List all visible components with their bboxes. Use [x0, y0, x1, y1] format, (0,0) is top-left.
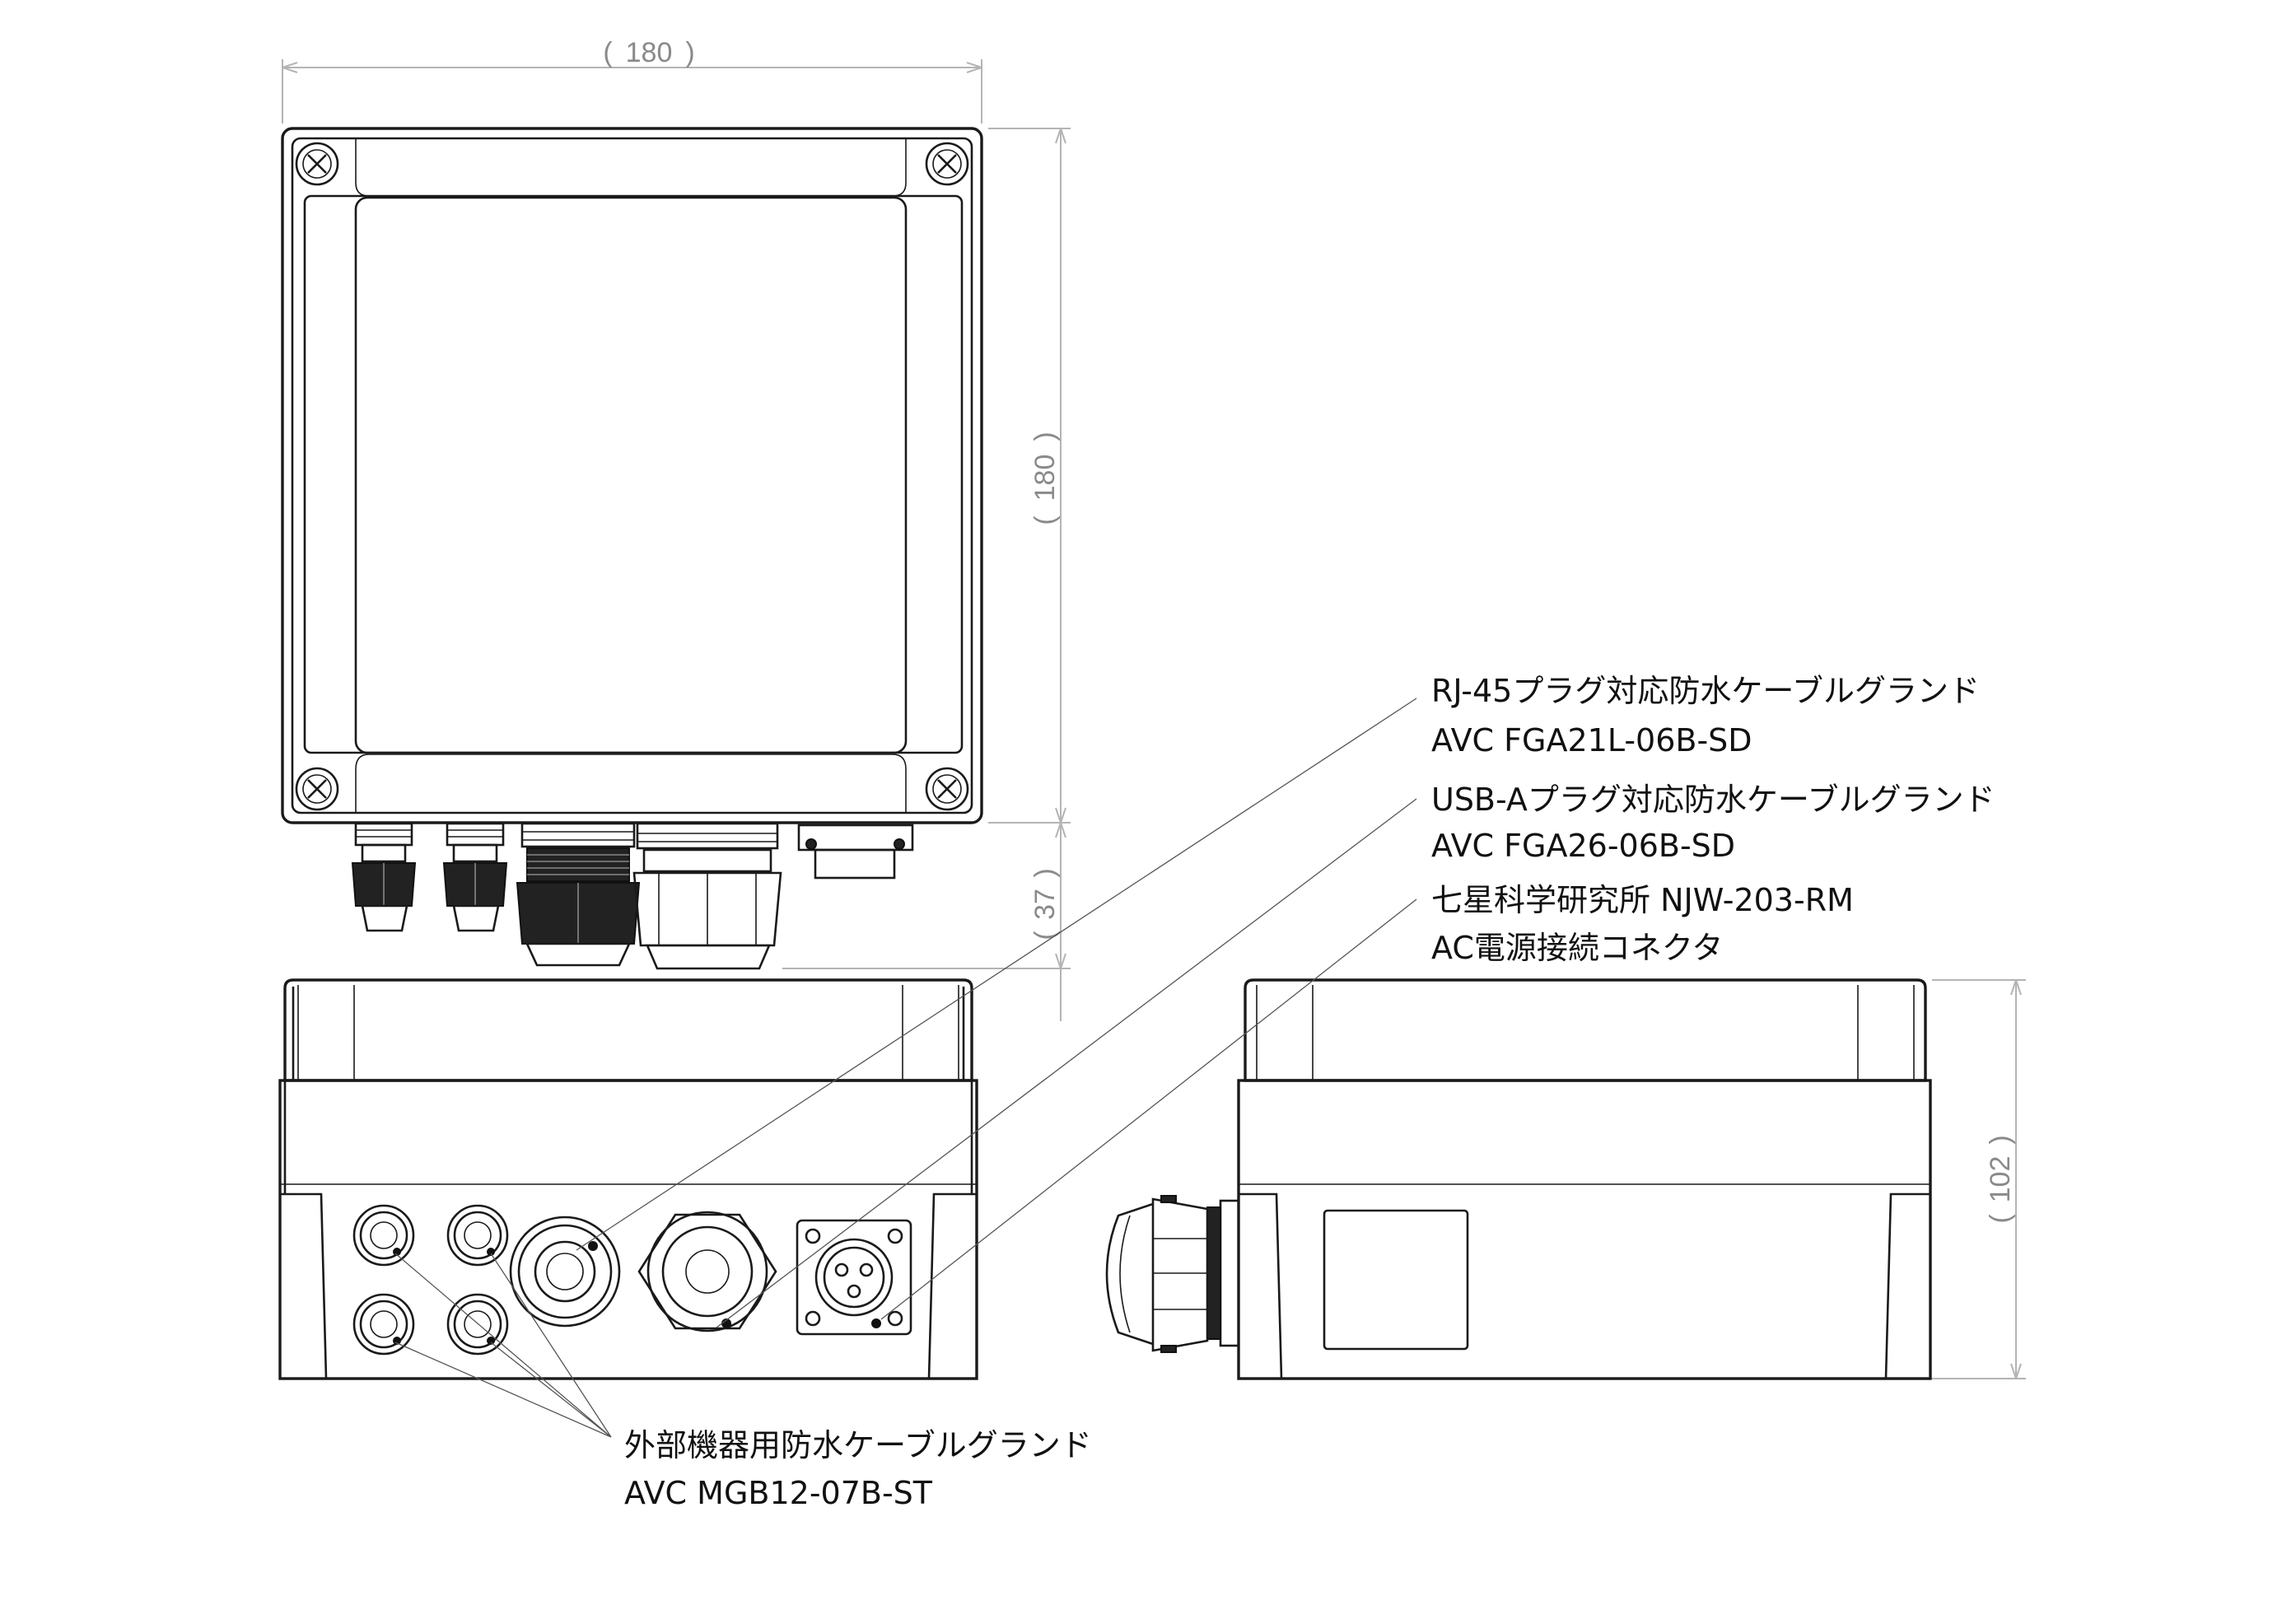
side-view-body	[1237, 1079, 1932, 1380]
top-gland-usb	[632, 822, 782, 970]
leader-usb	[716, 798, 1417, 1328]
dimension-gland-projection-label: 37	[1029, 889, 1061, 920]
callout-external: 外部機器用防水ケーブルグランド AVC MGB12-07B-ST	[624, 1427, 1092, 1511]
callout-rj45: RJ-45プラグ対応防水ケーブルグランド AVC FGA21L-06B-SD	[1431, 673, 1980, 758]
dimension-top-width: 180 ( )	[282, 37, 982, 124]
side-view	[1105, 978, 1932, 1380]
dimension-top-width-label: 180	[626, 37, 673, 68]
callout-external-line1: 外部機器用防水ケーブルグランド	[624, 1427, 1092, 1463]
dimension-side-height: 102 ( )	[1932, 979, 2026, 1379]
callout-ac: 七星科学研究所 NJW-203-RM AC電源接続コネクタ	[1431, 882, 1854, 966]
front-view-body	[278, 1079, 978, 1380]
top-view-lid-panel	[354, 196, 908, 754]
callout-external-line2: AVC MGB12-07B-ST	[624, 1475, 933, 1511]
top-view-inner-frame	[291, 137, 973, 814]
dimension-side-height-label: 102	[1985, 1156, 2016, 1203]
screw-top-left-icon	[295, 142, 339, 186]
leader-ac	[880, 898, 1417, 1320]
svg-text:(: (	[1985, 1214, 2016, 1224]
front-gland-external-2	[446, 1204, 509, 1267]
top-view-bottom-rim-channel	[355, 754, 907, 813]
leader-lines	[394, 698, 1417, 1438]
side-view-label-plate	[1323, 1209, 1469, 1351]
front-gland-external-1	[352, 1204, 415, 1267]
callout-usb-line2: AVC FGA26-06B-SD	[1431, 828, 1735, 864]
top-view-top-rim-channel	[355, 138, 907, 197]
top-ac-connector	[797, 824, 914, 880]
front-view-lid	[283, 978, 973, 1082]
screw-bottom-left-icon	[295, 767, 339, 811]
front-gland-usb	[637, 1211, 777, 1332]
screw-top-right-icon	[925, 142, 969, 186]
dimension-gland-projection: 37 ( )	[782, 822, 1071, 1021]
front-ac-connector	[796, 1219, 912, 1336]
front-view	[278, 978, 978, 1380]
callout-usb: USB-Aプラグ対応防水ケーブルグランド AVC FGA26-06B-SD	[1431, 782, 1995, 864]
callout-rj45-line1: RJ-45プラグ対応防水ケーブルグランド	[1431, 673, 1980, 709]
top-gland-external-1	[351, 822, 417, 932]
svg-text:(: (	[1029, 516, 1061, 525]
callout-ac-line2: AC電源接続コネクタ	[1431, 930, 1723, 966]
svg-text:(: (	[603, 37, 613, 68]
callout-rj45-line2: AVC FGA21L-06B-SD	[1431, 722, 1752, 758]
leader-external	[394, 1253, 612, 1438]
svg-text:): )	[1029, 432, 1061, 441]
dimension-top-height-label: 180	[1029, 455, 1061, 502]
top-view	[281, 127, 983, 970]
top-view-rim	[303, 194, 964, 754]
screw-bottom-right-icon	[925, 767, 969, 811]
top-view-outer-frame	[281, 127, 983, 824]
svg-text:): )	[1985, 1135, 2016, 1144]
front-gland-rj45	[509, 1216, 621, 1328]
side-gland-usb	[1105, 1195, 1240, 1353]
callout-usb-line1: USB-Aプラグ対応防水ケーブルグランド	[1431, 782, 1995, 818]
leader-rj45	[576, 698, 1417, 1251]
front-gland-external-4	[446, 1293, 509, 1356]
front-gland-external-3	[352, 1293, 415, 1356]
dimension-top-height: 180 ( )	[988, 128, 1071, 824]
top-gland-external-2	[442, 822, 508, 932]
callout-ac-line1: 七星科学研究所 NJW-203-RM	[1431, 882, 1854, 918]
svg-text:): )	[1029, 868, 1061, 877]
top-gland-rj45	[516, 822, 641, 967]
svg-text:): )	[685, 37, 694, 68]
side-view-lid	[1244, 978, 1927, 1082]
